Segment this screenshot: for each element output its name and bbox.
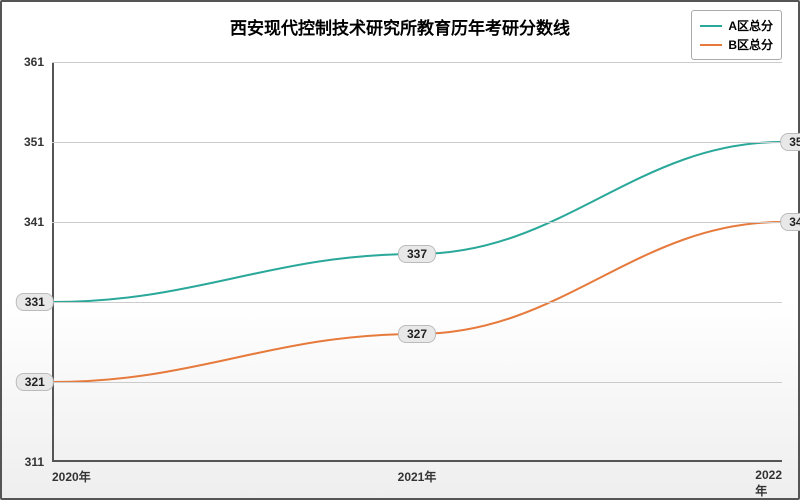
gridline [52,222,782,223]
chart-container: 西安现代控制技术研究所教育历年考研分数线 A区总分 B区总分 311321331… [0,0,800,500]
plot-area: 3113213313413513612020年2021年2022年3313373… [52,62,782,462]
data-label: 337 [398,245,436,263]
legend-label-a: A区总分 [728,17,773,34]
data-label: 351 [780,133,800,151]
gridline [52,142,782,143]
x-tick-label: 2021年 [398,462,437,485]
y-tick-label: 351 [24,135,52,149]
data-label: 321 [16,373,54,391]
x-tick-label: 2020年 [52,462,91,485]
gridline [52,62,782,63]
legend: A区总分 B区总分 [691,10,782,60]
y-tick-label: 361 [24,55,52,69]
data-label: 327 [398,325,436,343]
chart-title: 西安现代控制技术研究所教育历年考研分数线 [230,14,570,39]
y-tick-label: 311 [25,455,52,469]
data-label: 331 [16,293,54,311]
legend-swatch-b [700,44,722,46]
gridline [52,302,782,303]
legend-swatch-a [700,25,722,27]
data-label: 341 [780,213,800,231]
legend-item-b: B区总分 [700,36,773,53]
y-tick-label: 341 [24,215,52,229]
x-tick-label: 2022年 [755,462,782,499]
legend-label-b: B区总分 [728,36,773,53]
gridline [52,382,782,383]
legend-item-a: A区总分 [700,17,773,34]
